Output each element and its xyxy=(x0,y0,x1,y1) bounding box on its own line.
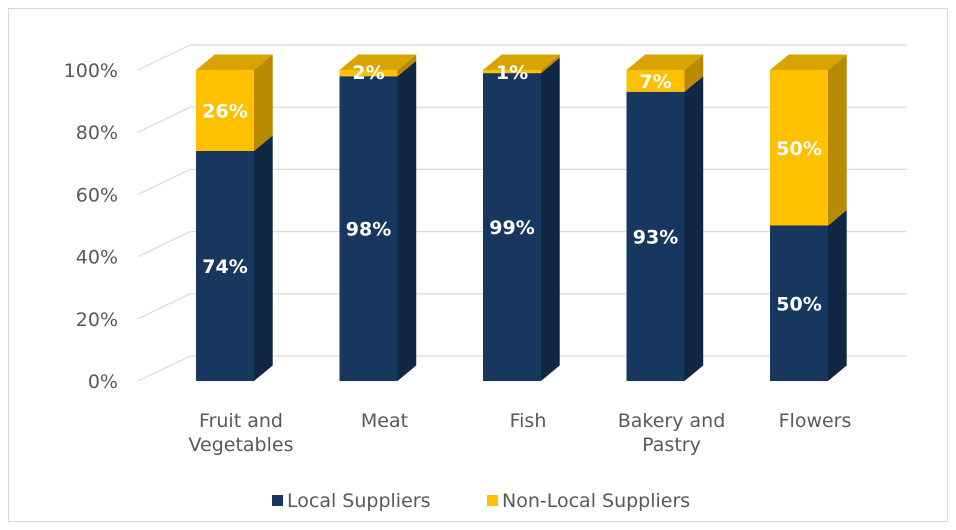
bar-segment xyxy=(483,73,541,382)
category-label: Meat xyxy=(361,410,408,432)
legend-swatch xyxy=(487,495,498,506)
bar-top xyxy=(626,54,704,70)
data-label: 26% xyxy=(202,100,247,122)
bar-segment xyxy=(196,70,254,151)
legend-label: Non-Local Suppliers xyxy=(502,490,690,512)
category-label: Fruit and xyxy=(199,410,283,432)
bar-segment-side xyxy=(828,210,847,381)
bar-segment-side xyxy=(397,60,417,381)
category-label: Vegetables xyxy=(189,434,294,456)
bar-top xyxy=(339,54,417,70)
gridline-diagonal xyxy=(137,168,191,195)
bar-top xyxy=(770,54,847,70)
y-tick-label: 40% xyxy=(76,247,118,269)
y-tick-label: 0% xyxy=(88,371,118,393)
bar-segment xyxy=(626,70,685,92)
bar-segment xyxy=(483,70,541,74)
bar-segment-side xyxy=(254,135,273,381)
bar-group xyxy=(626,54,704,382)
y-tick-label: 20% xyxy=(76,309,118,331)
data-label: 74% xyxy=(202,256,247,278)
bar-group xyxy=(196,54,273,381)
data-label: 99% xyxy=(489,217,534,239)
category-label: Bakery and xyxy=(618,410,726,432)
bar-segment xyxy=(770,70,828,226)
bar-segment-side xyxy=(254,54,273,151)
legend: Local Suppliers Non-Local Suppliers xyxy=(272,490,690,512)
data-label: 50% xyxy=(776,293,821,315)
bar-group xyxy=(339,54,417,381)
bar-segment xyxy=(339,70,398,77)
bar-top xyxy=(483,54,560,70)
gridline-diagonal xyxy=(137,293,191,320)
legend-label: Local Suppliers xyxy=(287,490,430,512)
gridline-diagonal xyxy=(137,44,191,71)
gridline-diagonal xyxy=(137,355,191,382)
y-tick-label: 100% xyxy=(64,60,118,82)
legend-swatch xyxy=(272,495,283,506)
bar-group xyxy=(770,54,847,381)
bar-segment xyxy=(196,150,254,381)
bar-segment xyxy=(770,225,828,381)
bar-segment-side xyxy=(684,76,704,382)
bar-segment-side xyxy=(828,54,847,226)
bar-segment-side xyxy=(684,54,704,92)
bar-group xyxy=(483,54,560,382)
data-label: 50% xyxy=(776,138,821,160)
category-label: Flowers xyxy=(779,410,852,432)
y-tick-label: 80% xyxy=(76,122,118,144)
y-tick-label: 60% xyxy=(76,184,118,206)
gridline-diagonal xyxy=(137,231,191,258)
bar-segment xyxy=(626,91,685,382)
bar-segment xyxy=(339,76,398,381)
bar-segment-side xyxy=(397,54,417,77)
category-label: Pastry xyxy=(642,434,701,456)
bar-segment-side xyxy=(541,57,560,382)
gridline-diagonal xyxy=(137,106,191,133)
data-label: 98% xyxy=(346,219,391,241)
bar-top xyxy=(196,54,273,70)
data-label: 2% xyxy=(352,62,384,84)
data-label: 93% xyxy=(633,226,678,248)
category-label: Fish xyxy=(510,410,547,432)
data-label: 7% xyxy=(639,71,671,93)
bar-segment-side xyxy=(541,54,560,74)
data-label: 1% xyxy=(496,62,528,84)
